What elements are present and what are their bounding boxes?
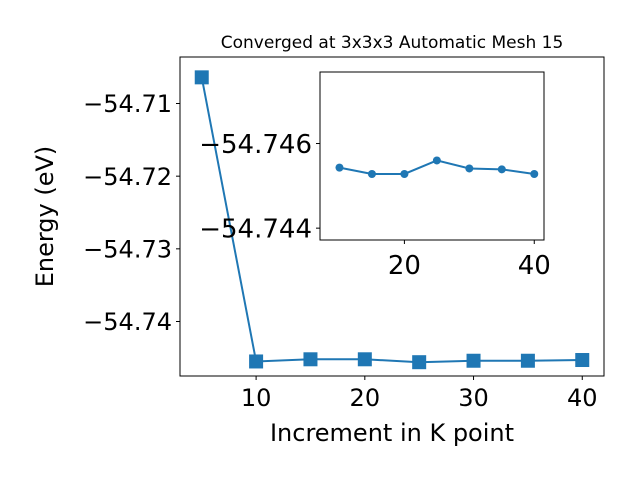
main-x-tick-label: 10	[241, 384, 272, 412]
main-data-point	[357, 352, 372, 367]
inset-plot-area	[320, 72, 544, 240]
inset-data-point	[400, 169, 409, 178]
y-axis-title: Energy (eV)	[31, 146, 59, 288]
main-data-point	[249, 354, 264, 369]
inset-y-tick-label: −54.744	[199, 215, 312, 245]
main-y-tick-label: −54.73	[83, 235, 172, 263]
inset-data-point	[335, 163, 344, 172]
inset-data-point	[367, 169, 376, 178]
main-x-tick-label: 20	[350, 384, 381, 412]
main-y-tick-label: −54.71	[83, 90, 172, 118]
main-axes-frame	[179, 56, 605, 377]
inset-data-point	[432, 156, 441, 165]
inset-data-point	[530, 169, 539, 178]
main-data-point	[466, 353, 481, 368]
inset-x-tick-label: 20	[388, 251, 421, 281]
inset-data-point	[465, 164, 474, 173]
inset-plot: 20 40 −54.746 −54.744	[199, 71, 551, 281]
inset-y-tick-label: −54.746	[199, 130, 312, 160]
main-data-point	[194, 70, 209, 85]
x-axis-title: Increment in K point	[270, 419, 514, 447]
main-data-point	[575, 353, 590, 368]
main-data-point	[520, 353, 535, 368]
main-series-line	[200, 77, 583, 364]
main-x-tick-label: 30	[458, 384, 489, 412]
main-y-tick-label: −54.74	[83, 308, 172, 336]
main-x-tick-label: 40	[567, 384, 598, 412]
main-data-point	[412, 355, 427, 370]
chart-title: Converged at 3x3x3 Automatic Mesh 15	[221, 33, 564, 53]
inset-axes-frame	[319, 71, 545, 241]
inset-data-point	[497, 165, 506, 174]
main-y-tick-label: −54.72	[83, 163, 172, 191]
main-data-point	[303, 352, 318, 367]
inset-x-tick-label: 40	[518, 251, 551, 281]
